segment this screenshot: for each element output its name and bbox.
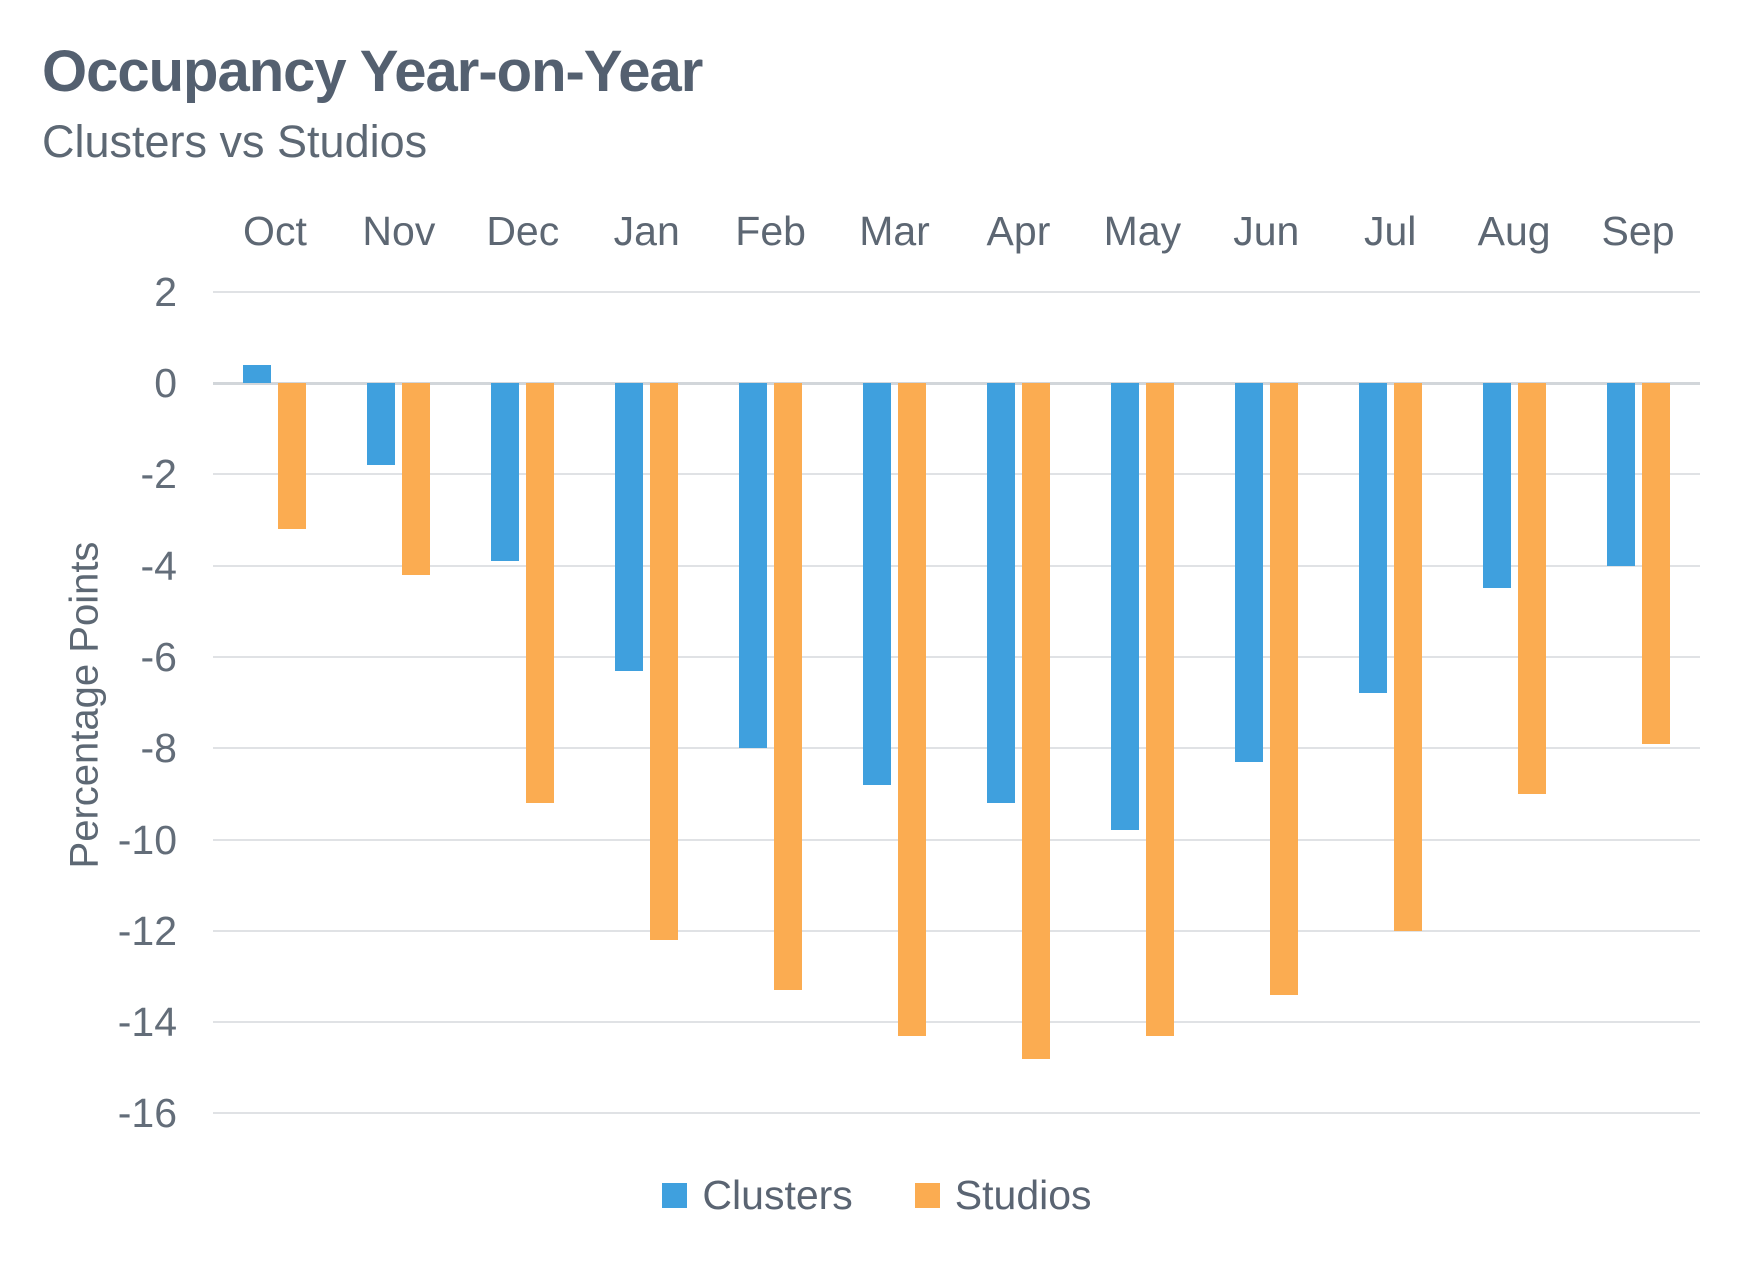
bar-clusters-feb	[739, 383, 768, 749]
x-label-jan: Jan	[613, 208, 680, 254]
x-label-oct: Oct	[243, 208, 307, 254]
bar-studios-apr	[1021, 383, 1050, 1059]
y-tick--14: -14	[117, 999, 177, 1046]
bar-studios-feb	[774, 383, 803, 991]
bar-studios-jan	[650, 383, 679, 940]
bar-clusters-nov	[367, 383, 396, 466]
bar-clusters-mar	[863, 383, 892, 785]
gridline-0	[213, 381, 1700, 385]
x-label-may: May	[1103, 208, 1182, 254]
bar-clusters-oct	[243, 364, 272, 383]
gridline--16	[213, 1112, 1700, 1115]
chart-subtitle: Clusters vs Studios	[42, 116, 428, 167]
legend-label-studios: Studios	[954, 1172, 1092, 1218]
chart-title: Occupancy Year-on-Year	[42, 39, 703, 104]
x-label-jul: Jul	[1363, 208, 1417, 254]
legend: Clusters Studios	[0, 1172, 1754, 1219]
legend-item-clusters: Clusters	[662, 1172, 853, 1219]
y-tick-2: 2	[154, 268, 177, 315]
x-label-aug: Aug	[1477, 208, 1551, 254]
gridline-2	[213, 290, 1700, 293]
bar-clusters-jan	[615, 383, 644, 671]
y-tick--4: -4	[140, 542, 177, 589]
bar-studios-sep	[1641, 383, 1670, 744]
x-label-dec: Dec	[486, 208, 560, 254]
bar-studios-mar	[898, 383, 927, 1036]
bar-studios-dec	[526, 383, 555, 803]
gridline--2	[213, 473, 1700, 476]
x-label-apr: Apr	[986, 208, 1051, 254]
x-label-jun: Jun	[1233, 208, 1300, 254]
legend-label-clusters: Clusters	[702, 1172, 853, 1218]
y-tick--16: -16	[117, 1090, 177, 1137]
x-label-feb: Feb	[735, 208, 806, 254]
gridline--14	[213, 1021, 1700, 1024]
bar-studios-jul	[1393, 383, 1422, 931]
bar-studios-jun	[1269, 383, 1298, 995]
clusters-swatch-icon	[662, 1183, 688, 1208]
x-label-mar: Mar	[859, 208, 930, 254]
bar-clusters-may	[1110, 383, 1139, 831]
bar-clusters-aug	[1482, 383, 1511, 589]
gridline--6	[213, 655, 1700, 658]
bar-studios-nov	[402, 383, 431, 575]
gridline--8	[213, 747, 1700, 750]
bar-clusters-jun	[1234, 383, 1263, 762]
y-tick--2: -2	[140, 451, 177, 498]
legend-item-studios: Studios	[914, 1172, 1092, 1219]
y-tick--8: -8	[140, 725, 177, 772]
plot-area	[213, 265, 1700, 1145]
bar-clusters-jul	[1358, 383, 1387, 694]
y-tick--10: -10	[117, 816, 177, 863]
bar-studios-may	[1145, 383, 1174, 1036]
y-tick--12: -12	[117, 907, 177, 954]
y-tick--6: -6	[140, 633, 177, 680]
gridline--12	[213, 929, 1700, 932]
studios-swatch-icon	[914, 1183, 940, 1208]
bar-studios-oct	[278, 383, 307, 530]
bar-studios-aug	[1517, 383, 1546, 794]
bar-clusters-apr	[986, 383, 1015, 803]
x-label-sep: Sep	[1601, 208, 1675, 254]
x-label-nov: Nov	[362, 208, 436, 254]
y-tick-0: 0	[154, 360, 177, 406]
gridline--10	[213, 838, 1700, 841]
bar-clusters-dec	[491, 383, 520, 562]
bar-clusters-sep	[1606, 383, 1635, 566]
gridline--4	[213, 564, 1700, 567]
